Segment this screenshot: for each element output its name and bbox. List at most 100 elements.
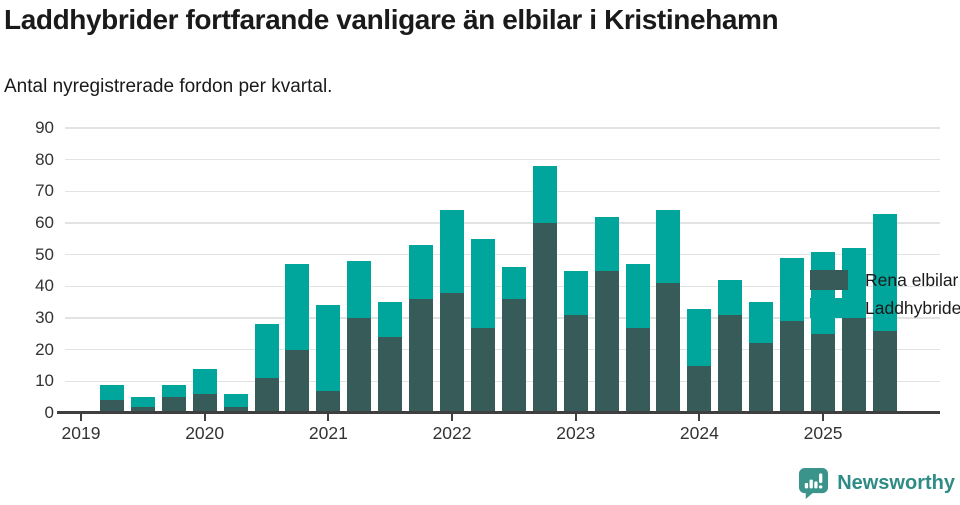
bar-2024-Q4 [780,257,805,413]
bar-segment-laddhybrider [254,324,279,379]
bar-segment-laddhybrider [749,302,774,344]
x-axis-tick-2022 [451,414,454,421]
y-axis-tick-label: 20 [35,339,54,359]
bar-segment-rena-elbilar [254,378,279,413]
legend-swatch-laddhybrider [810,298,848,318]
bar-segment-laddhybrider [594,216,619,271]
bar-2021-Q3 [378,302,403,413]
y-axis-tick-label: 80 [35,149,54,169]
bar-segment-rena-elbilar [563,314,588,413]
bar-2019-Q4 [161,384,186,413]
legend-label-rena-elbilar: Rena elbilar [865,269,959,290]
bar-segment-laddhybrider [532,166,557,223]
bar-2023-Q1 [563,270,588,413]
x-axis-tick-label-2024: 2024 [679,423,719,443]
bar-2022-Q4 [532,166,557,413]
bar-segment-laddhybrider [780,257,805,322]
bar-segment-rena-elbilar [749,343,774,413]
y-axis-tick-label: 60 [35,213,54,232]
bar-2020-Q4 [285,264,310,413]
legend-swatch-rena-elbilar [810,270,848,290]
bar-2021-Q1 [316,305,341,413]
bar-2023-Q3 [625,264,650,413]
bar-segment-laddhybrider [409,245,434,299]
bar-segment-rena-elbilar [501,299,526,413]
x-axis-tick-label-2025: 2025 [803,423,843,443]
bar-segment-rena-elbilar [440,292,465,413]
bar-segment-rena-elbilar [842,318,866,413]
bar-segment-rena-elbilar [409,299,434,413]
x-axis-tick-2021 [327,414,330,421]
x-axis: 2019 2020 2021 2022 2023 2024 2025 [62,413,940,463]
x-axis-tick-label-2021: 2021 [308,423,348,443]
y-axis-tick-label: 0 [44,403,54,422]
bar-segment-laddhybrider [625,264,650,328]
bar-segment-laddhybrider [563,270,588,315]
x-axis-tick-2024 [698,414,701,421]
x-axis-tick-2023 [574,414,577,421]
legend-item-rena-elbilar: Rena elbilar [810,270,960,290]
x-axis-tick-label-2023: 2023 [556,423,596,443]
bar-segment-rena-elbilar [656,283,681,413]
bar-2020-Q2 [223,394,248,413]
bar-2023-Q2 [594,216,619,413]
bar-segment-laddhybrider [161,384,186,398]
bar-2025-Q3 [872,213,897,413]
x-axis-line [57,411,940,414]
bar-segment-rena-elbilar [687,365,712,413]
bar-segment-laddhybrider [656,210,681,284]
bar-2025-Q1 [811,251,836,413]
legend-item-laddhybrider: Laddhybrider [810,298,960,318]
gridline-50 [65,253,940,256]
gridline-80 [65,158,940,161]
gridline-60 [65,222,940,224]
bar-segment-rena-elbilar [470,327,495,413]
chart-subtitle: Antal nyregistrerade fordon per kvartal. [4,76,333,97]
y-axis-tick-label: 10 [35,371,54,391]
bar-2020-Q3 [254,324,279,413]
bar-segment-laddhybrider [192,368,217,394]
bar-segment-rena-elbilar [378,337,403,413]
bar-segment-rena-elbilar [223,406,248,413]
bar-2019-Q2 [99,384,124,413]
bar-segment-rena-elbilar [161,397,186,413]
bar-segment-laddhybrider [316,305,341,391]
bar-segment-laddhybrider [99,384,124,401]
bar-segment-rena-elbilar [594,270,619,413]
bar-segment-rena-elbilar [316,390,341,413]
newsworthy-logo-text: Newsworthy [837,471,955,494]
x-axis-tick-label-2019: 2019 [61,423,101,443]
bar-2020-Q1 [192,368,217,413]
bar-2024-Q3 [749,302,774,413]
bar-2021-Q2 [347,261,372,413]
bar-2024-Q1 [687,308,712,413]
y-axis-tick-label: 50 [35,244,54,264]
bar-segment-laddhybrider [872,213,897,331]
y-axis-tick-label: 90 [35,118,54,137]
y-axis-tick-label: 40 [35,276,54,296]
x-axis-tick-label-2020: 2020 [185,423,225,443]
x-axis-tick-2025 [822,414,825,421]
bar-2023-Q4 [656,210,681,413]
bar-2021-Q4 [409,245,434,413]
bar-segment-rena-elbilar [130,406,155,413]
bar-2022-Q2 [470,238,495,413]
bar-2024-Q2 [718,280,743,413]
bar-segment-rena-elbilar [872,330,897,413]
newsworthy-logo-icon [798,467,829,499]
bar-2022-Q3 [501,267,526,413]
legend-label-laddhybrider: Laddhybrider [865,297,960,318]
page-title: Laddhybrider fortfarande vanligare än el… [4,4,779,35]
bar-segment-laddhybrider [718,280,743,315]
bar-segment-rena-elbilar [625,327,650,413]
bar-segment-rena-elbilar [192,394,217,413]
y-axis-tick-label: 30 [35,308,54,327]
bar-segment-rena-elbilar [718,314,743,413]
bar-segment-rena-elbilar [285,349,310,413]
y-axis: 0 10 20 30 40 50 60 70 80 90 [10,118,54,428]
bar-segment-laddhybrider [130,397,155,407]
chart-legend: Rena elbilar Laddhybrider [810,270,960,326]
bar-segment-rena-elbilar [532,223,557,413]
x-axis-tick-2019 [80,414,82,421]
bar-segment-rena-elbilar [811,333,836,413]
